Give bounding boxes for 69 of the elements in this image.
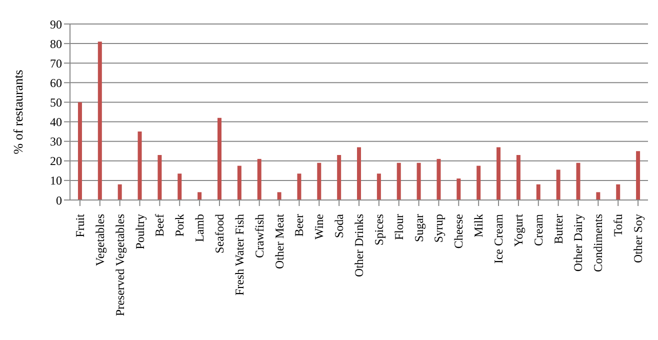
x-tick-label: Cheese (452, 214, 466, 249)
bar (198, 192, 202, 200)
y-tick-label: 70 (50, 56, 62, 70)
x-tick-label: Crawfish (252, 214, 266, 258)
x-tick-label: Poultry (132, 214, 147, 250)
bar (257, 158, 262, 200)
bar (436, 158, 441, 200)
x-tick-label: Tofu (611, 214, 626, 236)
bar (317, 162, 322, 200)
bar (636, 151, 640, 200)
x-tick-label: Fruit (72, 213, 87, 238)
y-tick-label: 30 (50, 134, 62, 149)
y-tick-label: 50 (50, 95, 62, 110)
bar (476, 166, 481, 200)
x-tick-label: Beer (292, 214, 306, 237)
x-tick-label: Wine (312, 214, 326, 240)
x-tick-label: Soda (332, 213, 346, 238)
x-tick-label: Other Drinks (352, 214, 366, 277)
x-tick-label: Flour (392, 214, 406, 240)
bar (556, 170, 560, 200)
bar (376, 174, 381, 200)
y-tick-label: 10 (50, 174, 62, 188)
y-tick-label: 80 (50, 36, 62, 51)
x-tick-label: Spices (372, 214, 386, 246)
bar (138, 132, 142, 200)
bar (357, 147, 362, 200)
bar (297, 174, 302, 200)
bar (496, 147, 501, 200)
x-tick-label: Lamb (192, 214, 207, 242)
x-tick-label: Other Meat (272, 213, 286, 269)
bar (596, 192, 600, 200)
y-tick-label: 0 (56, 193, 62, 208)
bar (416, 162, 421, 200)
y-tick-label: 90 (50, 17, 62, 32)
y-tick-label: 40 (50, 115, 62, 130)
x-tick-label: Milk (472, 214, 486, 238)
x-tick-label: Preserved Vegetables (112, 214, 127, 316)
x-tick-label: Beef (152, 214, 167, 237)
bar (456, 178, 461, 200)
x-tick-label: Other Dairy (571, 214, 586, 272)
x-tick-label: Fresh Water Fish (232, 214, 246, 296)
bar (118, 184, 122, 200)
x-tick-label: Sugar (412, 214, 426, 242)
bar (217, 118, 222, 200)
x-tick-label: Butter (551, 214, 566, 244)
bar (396, 162, 401, 200)
bar (516, 155, 520, 200)
bar (158, 155, 162, 200)
bar (536, 184, 540, 200)
y-axis-title: % of restaurants (10, 70, 26, 154)
x-tick-label: Vegetables (92, 214, 107, 266)
bar (178, 174, 182, 200)
bar (616, 184, 620, 200)
x-tick-label: Syrup (432, 214, 446, 243)
x-tick-label: Seafood (212, 214, 226, 254)
y-tick-label: 60 (50, 76, 62, 90)
y-tick-label: 20 (50, 154, 62, 168)
bar (277, 192, 282, 200)
bar (337, 155, 342, 200)
x-tick-label: Condiments (591, 214, 606, 272)
bar (576, 162, 580, 200)
x-tick-label: Pork (172, 214, 187, 237)
x-tick-label: Ice Cream (492, 213, 506, 264)
bar (237, 166, 242, 200)
x-tick-label: Other Soy (631, 214, 646, 263)
x-tick-label: Cream (531, 213, 546, 246)
bar (78, 102, 82, 200)
bar (98, 42, 102, 200)
x-tick-label: Yogurt (511, 213, 526, 247)
